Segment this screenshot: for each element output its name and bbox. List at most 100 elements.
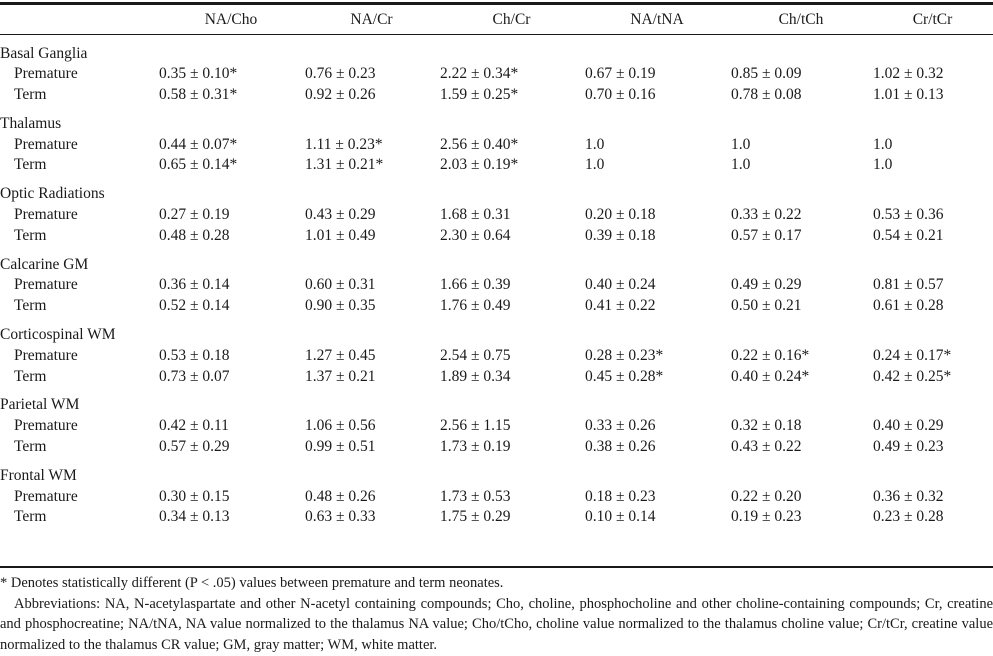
- table-cell: 0.50 ± 0.21: [731, 297, 802, 315]
- table-cell: 0.45 ± 0.28*: [585, 367, 664, 385]
- table-cell: 1.02 ± 0.32: [873, 65, 944, 83]
- table-cell: 1.31 ± 0.21*: [305, 156, 384, 174]
- table-cell: 1.0: [585, 135, 605, 153]
- region-label: Parietal WM: [0, 396, 80, 414]
- table-cell: 1.0: [873, 135, 893, 153]
- table-cell: 0.73 ± 0.07: [159, 367, 230, 385]
- group-label: Premature: [14, 417, 78, 435]
- table-cell: 0.22 ± 0.16*: [731, 346, 810, 364]
- group-label: Premature: [14, 206, 78, 224]
- abbreviations-footnote: Abbreviations: NA, N-acetylaspartate and…: [0, 595, 993, 653]
- table-cell: 1.01 ± 0.13: [873, 86, 944, 104]
- table-row: Term 0.34 ± 0.13 0.63 ± 0.33 1.75 ± 0.29 0.1…: [0, 507, 993, 528]
- table-cell: 0.76 ± 0.23: [305, 65, 376, 83]
- column-header: Ch/Cr: [492, 10, 531, 28]
- table-cell: 0.20 ± 0.18: [585, 206, 656, 224]
- table-cell: 2.30 ± 0.64: [440, 226, 511, 244]
- table-cell: 1.76 ± 0.49: [440, 297, 511, 315]
- table-row: Premature 0.35 ± 0.10* 0.76 ± 0.23 2.22 ± 0…: [0, 64, 993, 85]
- table-cell: 0.30 ± 0.15: [159, 487, 230, 505]
- table-cell: 1.0: [731, 156, 751, 174]
- table-cell: 0.33 ± 0.22: [731, 206, 802, 224]
- table-cell: 0.48 ± 0.26: [305, 487, 376, 505]
- table-cell: 0.23 ± 0.28: [873, 508, 944, 526]
- table-cell: 0.63 ± 0.33: [305, 508, 376, 526]
- table-cell: 1.0: [873, 156, 893, 174]
- table-row: Premature 0.30 ± 0.15 0.48 ± 0.26 1.73 ± 0.…: [0, 486, 993, 507]
- table-row: Premature 0.53 ± 0.18 1.27 ± 0.45 2.54 ± 0.…: [0, 346, 993, 367]
- table-cell: 0.81 ± 0.57: [873, 276, 944, 294]
- region-row: Basal Ganglia: [0, 34, 993, 64]
- table-cell: 1.73 ± 0.53: [440, 487, 511, 505]
- group-label: Premature: [14, 276, 78, 294]
- table-cell: 1.11 ± 0.23*: [305, 135, 383, 153]
- table-cell: 1.75 ± 0.29: [440, 508, 511, 526]
- table-cell: 0.22 ± 0.20: [731, 487, 802, 505]
- table-cell: 0.61 ± 0.28: [873, 297, 944, 315]
- table-cell: 0.70 ± 0.16: [585, 86, 656, 104]
- table-cell: 0.54 ± 0.21: [873, 226, 944, 244]
- table-row: Term 0.58 ± 0.31* 0.92 ± 0.26 1.59 ± 0.25* 0…: [0, 85, 993, 106]
- region-label: Basal Ganglia: [0, 44, 88, 62]
- group-label: Term: [14, 508, 47, 526]
- table-header-rule: [0, 34, 993, 35]
- table-cell: 0.52 ± 0.14: [159, 297, 230, 315]
- table-cell: 1.0: [585, 156, 605, 174]
- table-cell: 0.36 ± 0.14: [159, 276, 230, 294]
- region-row: Calcarine GM: [0, 246, 993, 275]
- table-row: Premature 0.36 ± 0.14 0.60 ± 0.31 1.66 ± 0.…: [0, 275, 993, 296]
- table-cell: 0.78 ± 0.08: [731, 86, 802, 104]
- table-cell: 0.57 ± 0.17: [731, 226, 802, 244]
- metabolite-ratio-table: NA/Cho NA/Cr Ch/Cr NA/tNA Ch/tCh Cr/tCr …: [0, 5, 993, 528]
- region-row: Frontal WM: [0, 457, 993, 486]
- table-cell: 1.68 ± 0.31: [440, 206, 511, 224]
- table-cell: 1.0: [731, 135, 751, 153]
- table-cell: 0.42 ± 0.25*: [873, 367, 952, 385]
- table-cell: 0.32 ± 0.18: [731, 417, 802, 435]
- region-label: Optic Radiations: [0, 185, 105, 203]
- table-cell: 0.48 ± 0.28: [159, 226, 230, 244]
- table-cell: 0.27 ± 0.19: [159, 206, 230, 224]
- region-label: Calcarine GM: [0, 255, 89, 273]
- group-label: Term: [14, 156, 47, 174]
- region-row: Thalamus: [0, 105, 993, 134]
- significance-footnote: * Denotes statistically different (P < .…: [0, 575, 504, 591]
- table-cell: 0.90 ± 0.35: [305, 297, 376, 315]
- table-row: Premature 0.44 ± 0.07* 1.11 ± 0.23* 2.56 ± …: [0, 134, 993, 155]
- column-header: Ch/tCh: [778, 10, 824, 28]
- table-cell: 0.43 ± 0.22: [731, 437, 802, 455]
- table-cell: 2.56 ± 1.15: [440, 417, 511, 435]
- table-bottom-rule: [0, 566, 993, 568]
- table-cell: 0.10 ± 0.14: [585, 508, 656, 526]
- group-label: Term: [14, 226, 47, 244]
- table-cell: 0.65 ± 0.14*: [159, 156, 238, 174]
- table-cell: 0.28 ± 0.23*: [585, 346, 664, 364]
- table-cell: 0.49 ± 0.29: [731, 276, 802, 294]
- group-label: Premature: [14, 346, 78, 364]
- table-cell: 0.40 ± 0.24*: [731, 367, 810, 385]
- table-row: Premature 0.27 ± 0.19 0.43 ± 0.29 1.68 ± 0.…: [0, 205, 993, 226]
- group-label: Premature: [14, 487, 78, 505]
- table-cell: 2.03 ± 0.19*: [440, 156, 519, 174]
- table-cell: 0.38 ± 0.26: [585, 437, 656, 455]
- table-cell: 0.24 ± 0.17*: [873, 346, 952, 364]
- table-cell: 0.67 ± 0.19: [585, 65, 656, 83]
- table-cell: 0.34 ± 0.13: [159, 508, 230, 526]
- table-cell: 1.89 ± 0.34: [440, 367, 511, 385]
- table-cell: 1.66 ± 0.39: [440, 276, 511, 294]
- table-cell: 1.73 ± 0.19: [440, 437, 511, 455]
- table-top-rule: [0, 2, 993, 5]
- table-cell: 1.37 ± 0.21: [305, 367, 376, 385]
- region-label: Corticospinal WM: [0, 326, 116, 343]
- table-cell: 0.53 ± 0.36: [873, 206, 944, 224]
- table-row: Term 0.57 ± 0.29 0.99 ± 0.51 1.73 ± 0.19 0.3…: [0, 437, 993, 458]
- column-header: [0, 5, 158, 34]
- group-label: Term: [14, 297, 47, 315]
- group-label: Term: [14, 437, 47, 455]
- table-cell: 0.41 ± 0.22: [585, 297, 656, 315]
- table-cell: 0.60 ± 0.31: [305, 276, 376, 294]
- table-cell: 0.99 ± 0.51: [305, 437, 376, 455]
- table-cell: 0.43 ± 0.29: [305, 206, 376, 224]
- group-label: Premature: [14, 135, 78, 153]
- region-row: Corticospinal WM: [0, 317, 993, 346]
